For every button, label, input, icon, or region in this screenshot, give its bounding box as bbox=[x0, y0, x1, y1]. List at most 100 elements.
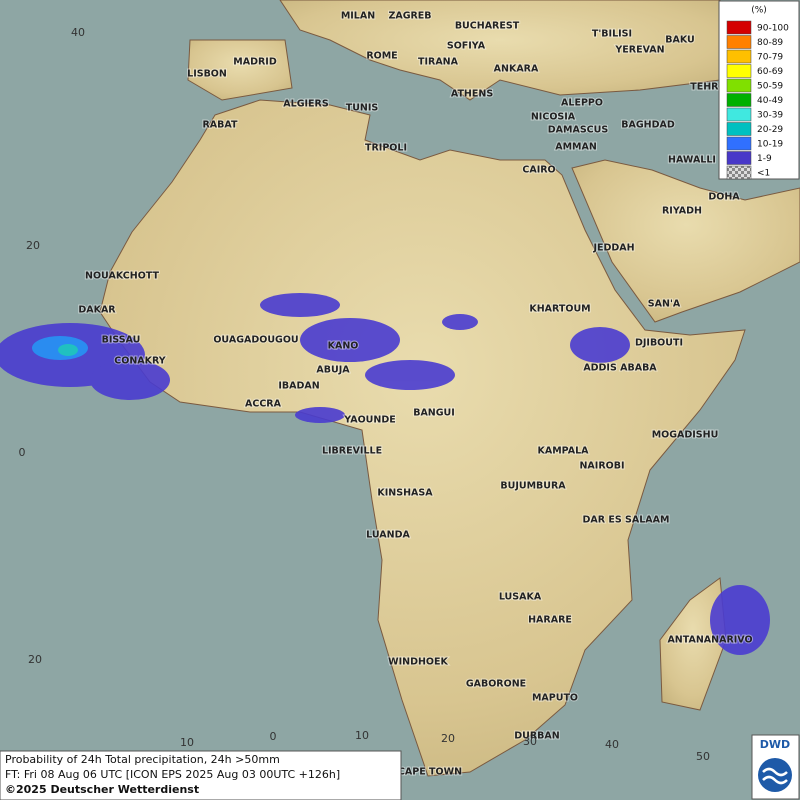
city-label: CAPE TOWN bbox=[398, 767, 462, 778]
city-label: LIBREVILLE bbox=[322, 446, 382, 457]
legend-swatch bbox=[726, 20, 752, 35]
city-label: DJIBOUTI bbox=[635, 338, 683, 349]
city-label: SAN'A bbox=[648, 299, 681, 310]
footer-box bbox=[0, 750, 402, 800]
legend-label: 90-100 bbox=[757, 24, 789, 34]
city-label: MADRID bbox=[233, 57, 277, 68]
legend-swatch bbox=[726, 151, 752, 165]
city-label: GABORONE bbox=[466, 679, 526, 690]
city-label: ADDIS ABABA bbox=[583, 363, 657, 374]
city-label: BAKU bbox=[665, 35, 695, 46]
city-label: ANKARA bbox=[494, 64, 539, 75]
legend-label: 10-19 bbox=[757, 140, 783, 150]
footer: Probability of 24h Total precipitation, … bbox=[0, 750, 402, 800]
city-label: YAOUNDE bbox=[343, 415, 395, 426]
legend: (%) 90-100 80-89 70-79 60-69 50-59 40-49 30-39… bbox=[718, 0, 800, 180]
legend-label: 50-59 bbox=[757, 82, 783, 92]
city-label: CONAKRY bbox=[114, 356, 166, 367]
precipitation bbox=[0, 293, 770, 655]
legend-swatch bbox=[726, 64, 752, 78]
lat-label: 0 bbox=[19, 446, 26, 459]
labels: MILAN ZAGREB BUCHAREST T'BILISI BAKU ROME SOFI… bbox=[19, 10, 754, 779]
lon-label: 0 bbox=[270, 730, 277, 743]
legend-label: 70-79 bbox=[757, 53, 783, 63]
city-label: BAGHDAD bbox=[621, 120, 675, 131]
lon-label: 20 bbox=[441, 732, 455, 745]
city-label: WINDHOEK bbox=[388, 657, 448, 668]
legend-label: 1-9 bbox=[757, 154, 772, 164]
city-label: BANGUI bbox=[413, 408, 455, 419]
city-label: DURBAN bbox=[514, 731, 560, 742]
city-label: OUAGADOUGOU bbox=[213, 335, 298, 346]
city-label: DAMASCUS bbox=[548, 125, 609, 136]
logo-waves bbox=[762, 767, 788, 785]
footer-line: ©2025 Deutscher Wetterdienst bbox=[5, 783, 199, 796]
land bbox=[99, 0, 800, 777]
city-label: KHARTOUM bbox=[529, 304, 590, 315]
logo-icon bbox=[758, 758, 792, 792]
city-label: HAWALLI bbox=[668, 155, 716, 166]
city-label: IBADAN bbox=[278, 381, 319, 392]
city-label: RIYADH bbox=[662, 206, 702, 217]
lat-label: 40 bbox=[71, 26, 85, 39]
city-label: BISSAU bbox=[102, 335, 141, 346]
city-label: RABAT bbox=[202, 120, 238, 131]
lon-label: 50 bbox=[696, 750, 710, 763]
legend-label: <1 bbox=[757, 169, 770, 179]
legend-swatch bbox=[726, 107, 752, 122]
city-label: ALEPPO bbox=[561, 98, 603, 109]
city-label: NICOSIA bbox=[531, 112, 576, 123]
city-label: JEDDAH bbox=[592, 243, 634, 254]
legend-swatch bbox=[726, 78, 752, 93]
city-label: NOUAKCHOTT bbox=[85, 271, 159, 282]
city-label: ATHENS bbox=[451, 89, 493, 100]
city-label: KANO bbox=[328, 341, 359, 352]
logo-box bbox=[751, 734, 800, 800]
city-label: MOGADISHU bbox=[652, 430, 719, 441]
legend-items: 90-100 80-89 70-79 60-69 50-59 40-49 30-39 20-2… bbox=[726, 20, 789, 180]
city-label: T'BILISI bbox=[592, 29, 632, 40]
city-label: MILAN bbox=[341, 11, 375, 22]
city-label: LISBON bbox=[187, 69, 227, 80]
city-label: DAKAR bbox=[78, 305, 116, 316]
legend-swatch bbox=[726, 165, 752, 180]
city-label: ROME bbox=[366, 51, 397, 62]
city-label: SOFIYA bbox=[447, 41, 486, 52]
city-label: YEREVAN bbox=[614, 45, 664, 56]
city-label: KINSHASA bbox=[377, 488, 433, 499]
legend-label: 80-89 bbox=[757, 38, 783, 48]
city-label: TIRANA bbox=[418, 57, 459, 68]
city-label: AMMAN bbox=[555, 142, 597, 153]
legend-label: 20-29 bbox=[757, 125, 783, 135]
logo: DWD bbox=[751, 734, 800, 800]
city-label: BUJUMBURA bbox=[500, 481, 566, 492]
legend-label: 60-69 bbox=[757, 67, 783, 77]
city-label: LUSAKA bbox=[499, 592, 542, 603]
lat-label: 20 bbox=[26, 239, 40, 252]
city-label: NAIROBI bbox=[579, 461, 624, 472]
city-label: KAMPALA bbox=[537, 446, 589, 457]
city-label: CAIRO bbox=[522, 165, 555, 176]
city-label: DOHA bbox=[708, 192, 740, 203]
legend-swatch bbox=[726, 49, 752, 64]
footer-line: FT: Fri 08 Aug 06 UTC [ICON EPS 2025 Aug… bbox=[5, 768, 340, 781]
city-label: BUCHAREST bbox=[455, 21, 520, 32]
legend-label: 40-49 bbox=[757, 96, 783, 106]
legend-swatch bbox=[726, 122, 752, 136]
legend-title: (%) bbox=[751, 6, 767, 16]
city-label: TUNIS bbox=[346, 103, 379, 114]
logo-text: DWD bbox=[760, 738, 790, 751]
city-label: DAR ES SALAAM bbox=[583, 515, 670, 526]
city-label: MAPUTO bbox=[532, 693, 578, 704]
legend-swatch bbox=[726, 136, 752, 151]
city-label: HARARE bbox=[528, 615, 572, 626]
lon-label: 10 bbox=[355, 729, 369, 742]
city-label: ALGIERS bbox=[283, 99, 329, 110]
lon-label: 30 bbox=[523, 735, 537, 748]
city-label: ZAGREB bbox=[388, 11, 431, 22]
legend-label: 30-39 bbox=[757, 111, 783, 121]
precipitation-peak bbox=[58, 344, 78, 356]
legend-swatch bbox=[726, 35, 752, 49]
city-label: ANTANANARIVO bbox=[667, 635, 752, 646]
